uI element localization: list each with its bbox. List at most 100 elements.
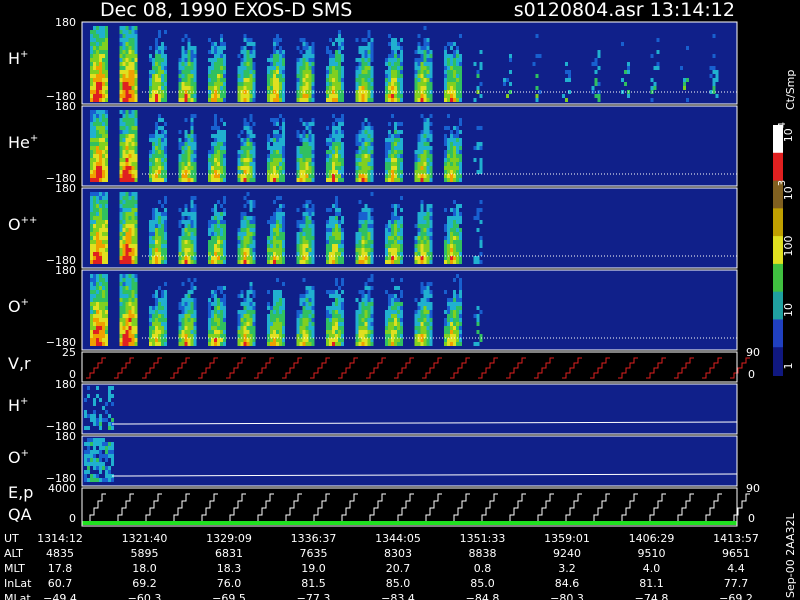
spectrogram-cell <box>444 134 447 138</box>
spectrogram-cell <box>270 326 273 330</box>
spectrogram-cell <box>453 294 456 298</box>
spectrogram-cell <box>305 310 309 314</box>
spectrogram-cell <box>305 314 309 318</box>
spectrogram-cell <box>296 158 300 162</box>
spectrogram-cell <box>158 240 161 244</box>
spectrogram-cell <box>158 178 161 182</box>
ephemeris-value: −49.4 <box>43 592 77 600</box>
spectrogram-cell <box>329 74 332 78</box>
spectrogram-cell <box>429 174 433 178</box>
spectrogram-cell <box>105 326 108 330</box>
spectrogram-cell <box>223 310 226 314</box>
spectrogram-cell <box>308 334 312 338</box>
spectrogram-cell <box>326 220 329 224</box>
spectrogram-cell <box>388 138 391 142</box>
spectrogram-cell <box>329 142 332 146</box>
spectrogram-cell <box>270 310 273 314</box>
spectrogram-cell <box>149 240 152 244</box>
spectrogram-cell <box>220 74 223 78</box>
y-tick-label: −180 <box>46 90 76 103</box>
spectrogram-cell <box>355 78 359 82</box>
spectrogram-cell <box>276 54 279 58</box>
spectrogram-cell <box>273 248 276 252</box>
spectrogram-cell <box>111 458 114 462</box>
spectrogram-cell <box>134 38 138 42</box>
spectrogram-cell <box>125 118 129 122</box>
spectrogram-cell <box>414 240 418 244</box>
spectrogram-cell <box>105 74 108 78</box>
spectrogram-cell <box>296 310 300 314</box>
spectrogram-cell <box>125 26 129 30</box>
spectrogram-cell <box>450 166 453 170</box>
spectrogram-cell <box>388 86 391 90</box>
spectrogram-cell <box>90 122 93 126</box>
spectrogram-cell <box>122 134 126 138</box>
spectrogram-cell <box>246 174 250 178</box>
spectrogram-cell <box>149 326 152 330</box>
spectrogram-cell <box>426 126 430 130</box>
spectrogram-cell <box>299 86 303 90</box>
spectrogram-cell <box>217 326 220 330</box>
panel-label-sup: + <box>20 396 28 407</box>
spectrogram-cell <box>364 158 368 162</box>
spectrogram-cell <box>102 62 105 66</box>
spectrogram-cell <box>355 322 359 326</box>
y-tick-label: 0 <box>69 368 76 381</box>
spectrogram-cell <box>358 256 362 260</box>
spectrogram-cell <box>391 302 394 306</box>
spectrogram-cell <box>131 232 135 236</box>
spectrogram-cell <box>184 338 188 342</box>
spectrogram-cell <box>429 58 433 62</box>
spectrogram-cell <box>193 70 197 74</box>
spectrogram-cell <box>84 426 87 430</box>
spectrogram-cell <box>308 142 312 146</box>
spectrogram-cell <box>423 86 427 90</box>
spectrogram-cell <box>276 298 279 302</box>
spectrogram-cell <box>252 70 256 74</box>
spectrogram-cell <box>237 54 241 58</box>
spectrogram-cell <box>90 438 93 442</box>
spectrogram-cell <box>456 86 459 90</box>
spectrogram-cell <box>161 204 164 208</box>
spectrogram-cell <box>400 334 403 338</box>
spectrogram-cell <box>161 66 164 70</box>
spectrogram-cell <box>355 248 359 252</box>
spectrogram-cell <box>444 74 447 78</box>
spectrogram-cell <box>367 326 371 330</box>
spectrogram-cell <box>364 256 368 260</box>
spectrogram-cell <box>208 338 211 342</box>
spectrogram-cell <box>128 150 132 154</box>
spectrogram-cell <box>211 70 214 74</box>
spectrogram-cell <box>417 220 421 224</box>
spectrogram-cell <box>214 248 217 252</box>
spectrogram-cell <box>99 192 102 196</box>
spectrogram-cell <box>276 118 279 122</box>
spectrogram-cell <box>190 150 194 154</box>
spectrogram-cell <box>99 256 102 260</box>
spectrogram-cell <box>338 286 341 290</box>
spectrogram-cell <box>99 240 102 244</box>
spectrogram-cell <box>279 178 282 182</box>
spectrogram-cell <box>125 224 129 228</box>
spectrogram-cell <box>155 78 158 82</box>
spectrogram-cell <box>193 212 197 216</box>
spectrogram-cell <box>391 98 394 102</box>
spectrogram-cell <box>429 162 433 166</box>
spectrogram-cell <box>217 232 220 236</box>
spectrogram-cell <box>102 122 105 126</box>
spectrogram-cell <box>385 232 388 236</box>
spectrogram-cell <box>237 252 241 256</box>
spectrogram-cell <box>276 302 279 306</box>
spectrogram-cell <box>426 170 430 174</box>
spectrogram-cell <box>361 138 365 142</box>
spectrogram-cell <box>122 192 126 196</box>
spectrogram-cell <box>220 142 223 146</box>
spectrogram-cell <box>211 236 214 240</box>
spectrogram-cell <box>155 322 158 326</box>
spectrogram-cell <box>220 90 223 94</box>
spectrogram-cell <box>450 252 453 256</box>
spectrogram-cell <box>187 62 191 66</box>
spectrogram-cell <box>190 94 194 98</box>
spectrogram-cell <box>417 302 421 306</box>
spectrogram-cell <box>364 70 368 74</box>
